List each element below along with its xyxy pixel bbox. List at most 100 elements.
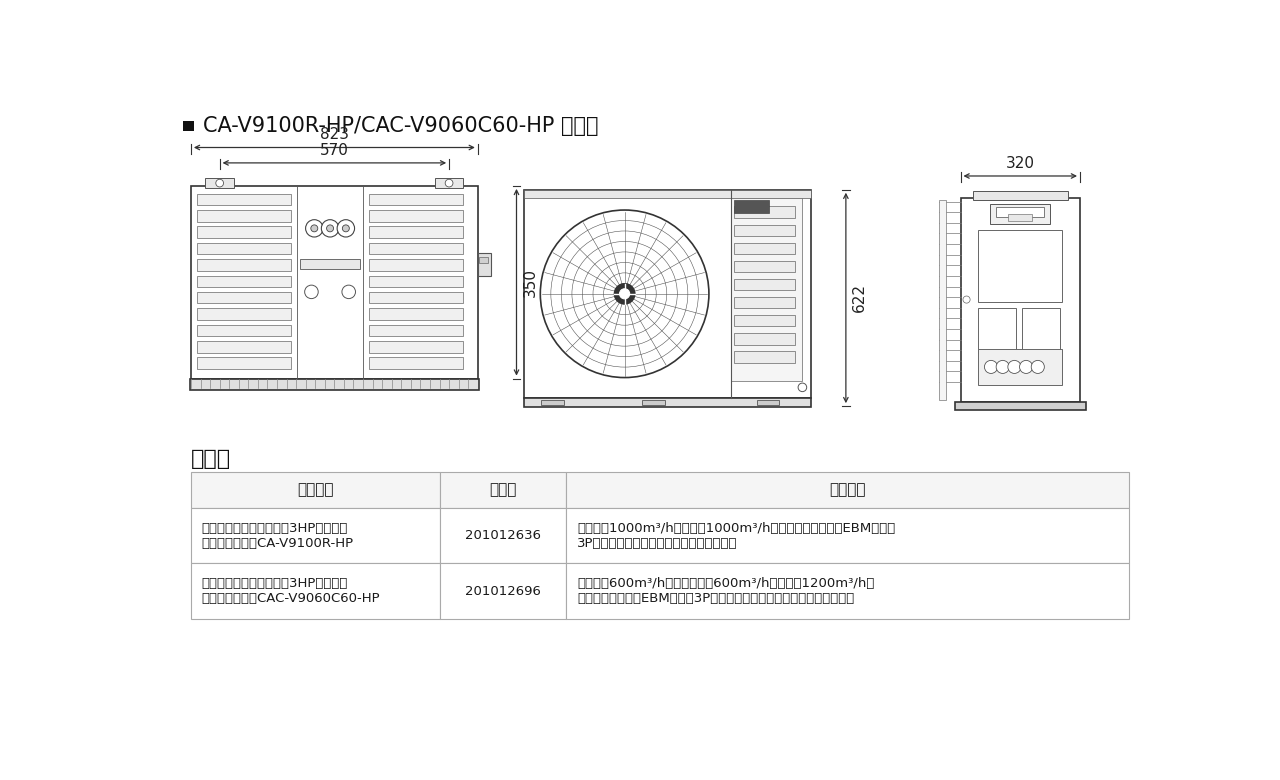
Text: 物料号: 物料号 <box>489 483 517 498</box>
Circle shape <box>305 285 319 299</box>
Bar <box>735 225 795 236</box>
Bar <box>1021 308 1060 353</box>
Circle shape <box>614 284 635 304</box>
Bar <box>191 508 439 563</box>
Bar <box>197 210 292 222</box>
Text: 产品描述: 产品描述 <box>829 483 865 498</box>
Text: 康舒安全热一体新风机（3HP室外机、
主机、连接管）CAC-V9060C60-HP: 康舒安全热一体新风机（3HP室外机、 主机、连接管）CAC-V9060C60-H… <box>202 577 380 605</box>
Bar <box>735 297 795 308</box>
Bar <box>369 341 463 353</box>
Bar <box>189 378 479 390</box>
Text: 物料号: 物料号 <box>191 449 232 470</box>
Text: 201012696: 201012696 <box>465 584 540 597</box>
Bar <box>477 254 490 276</box>
Bar <box>940 200 946 399</box>
Bar <box>756 400 780 405</box>
Bar <box>369 226 463 238</box>
Bar <box>197 308 292 320</box>
Bar <box>205 179 234 188</box>
Bar <box>191 473 439 508</box>
Text: 823: 823 <box>320 127 349 142</box>
Text: 新风风量600m³/h，内循环风量600m³/h，送风量1200m³/h，
康舒膜逆流机芯，EBM风机，3P室外机，分体式柜机，多功能一体式机组: 新风风量600m³/h，内循环风量600m³/h，送风量1200m³/h， 康舒… <box>577 577 874 605</box>
Circle shape <box>620 289 630 299</box>
Bar <box>996 207 1044 217</box>
Circle shape <box>963 296 970 303</box>
Bar <box>566 563 1129 619</box>
Bar <box>191 563 439 619</box>
Circle shape <box>311 225 317 232</box>
Bar <box>435 179 463 188</box>
Bar <box>525 190 812 198</box>
Bar <box>735 207 795 218</box>
Text: CA-V9100R-HP/CAC-V9060C60-HP 室外机: CA-V9100R-HP/CAC-V9060C60-HP 室外机 <box>204 116 599 136</box>
Bar <box>369 210 463 222</box>
Bar <box>955 402 1085 410</box>
Text: 产品型号: 产品型号 <box>297 483 334 498</box>
Text: 新风风量1000m³/h，送风量1000m³/h，康舒膜逆流机芯，EBM风机，
3P室外机，分体式柜机，多功能一体式机组: 新风风量1000m³/h，送风量1000m³/h，康舒膜逆流机芯，EBM风机， … <box>577 522 895 550</box>
Bar <box>369 243 463 254</box>
Bar <box>735 243 795 254</box>
Bar <box>641 400 664 405</box>
Circle shape <box>321 220 339 237</box>
Bar <box>197 357 292 369</box>
Circle shape <box>1007 360 1021 374</box>
Bar <box>197 259 292 271</box>
Bar <box>731 198 803 381</box>
Circle shape <box>996 360 1009 374</box>
Bar <box>439 563 566 619</box>
Bar <box>439 473 566 508</box>
Bar <box>566 508 1129 563</box>
Bar <box>978 230 1062 302</box>
Text: 201012636: 201012636 <box>465 529 541 542</box>
Text: 350: 350 <box>522 268 538 296</box>
Bar <box>541 400 564 405</box>
Bar <box>369 259 463 271</box>
Bar <box>525 398 812 407</box>
Bar <box>197 275 292 287</box>
Bar <box>197 341 292 353</box>
Text: 570: 570 <box>320 143 349 158</box>
Text: 康舒安全热一体新风机（3HP室外机、
主机、连接管）CA-V9100R-HP: 康舒安全热一体新风机（3HP室外机、 主机、连接管）CA-V9100R-HP <box>202 522 355 550</box>
Bar <box>197 243 292 254</box>
Bar <box>369 324 463 336</box>
Bar <box>735 333 795 345</box>
Circle shape <box>984 360 997 374</box>
Circle shape <box>326 225 334 232</box>
Bar <box>960 197 1080 402</box>
Circle shape <box>1032 360 1044 374</box>
Bar <box>183 121 195 131</box>
Bar <box>439 508 566 563</box>
Bar <box>369 275 463 287</box>
Bar <box>300 259 360 269</box>
Bar <box>369 357 463 369</box>
Bar <box>1009 214 1032 221</box>
Circle shape <box>1020 360 1033 374</box>
Circle shape <box>337 220 355 237</box>
Bar <box>369 193 463 205</box>
Circle shape <box>540 210 709 378</box>
Bar <box>991 204 1050 224</box>
Bar <box>566 473 1129 508</box>
Circle shape <box>799 383 806 392</box>
Text: 622: 622 <box>852 283 867 313</box>
Bar <box>197 193 292 205</box>
Bar <box>973 191 1068 200</box>
Bar <box>191 186 477 378</box>
Bar <box>369 292 463 303</box>
Bar <box>479 257 488 263</box>
Bar <box>978 308 1016 353</box>
Circle shape <box>342 285 356 299</box>
Bar <box>197 292 292 303</box>
Circle shape <box>306 220 323 237</box>
Bar <box>735 351 795 363</box>
Bar <box>735 278 795 290</box>
Bar <box>733 200 769 213</box>
Bar <box>735 261 795 272</box>
Bar <box>369 308 463 320</box>
Circle shape <box>216 179 224 187</box>
Bar <box>197 324 292 336</box>
Bar <box>197 226 292 238</box>
Bar <box>735 315 795 327</box>
Text: 320: 320 <box>1006 155 1034 171</box>
Bar <box>978 349 1062 385</box>
